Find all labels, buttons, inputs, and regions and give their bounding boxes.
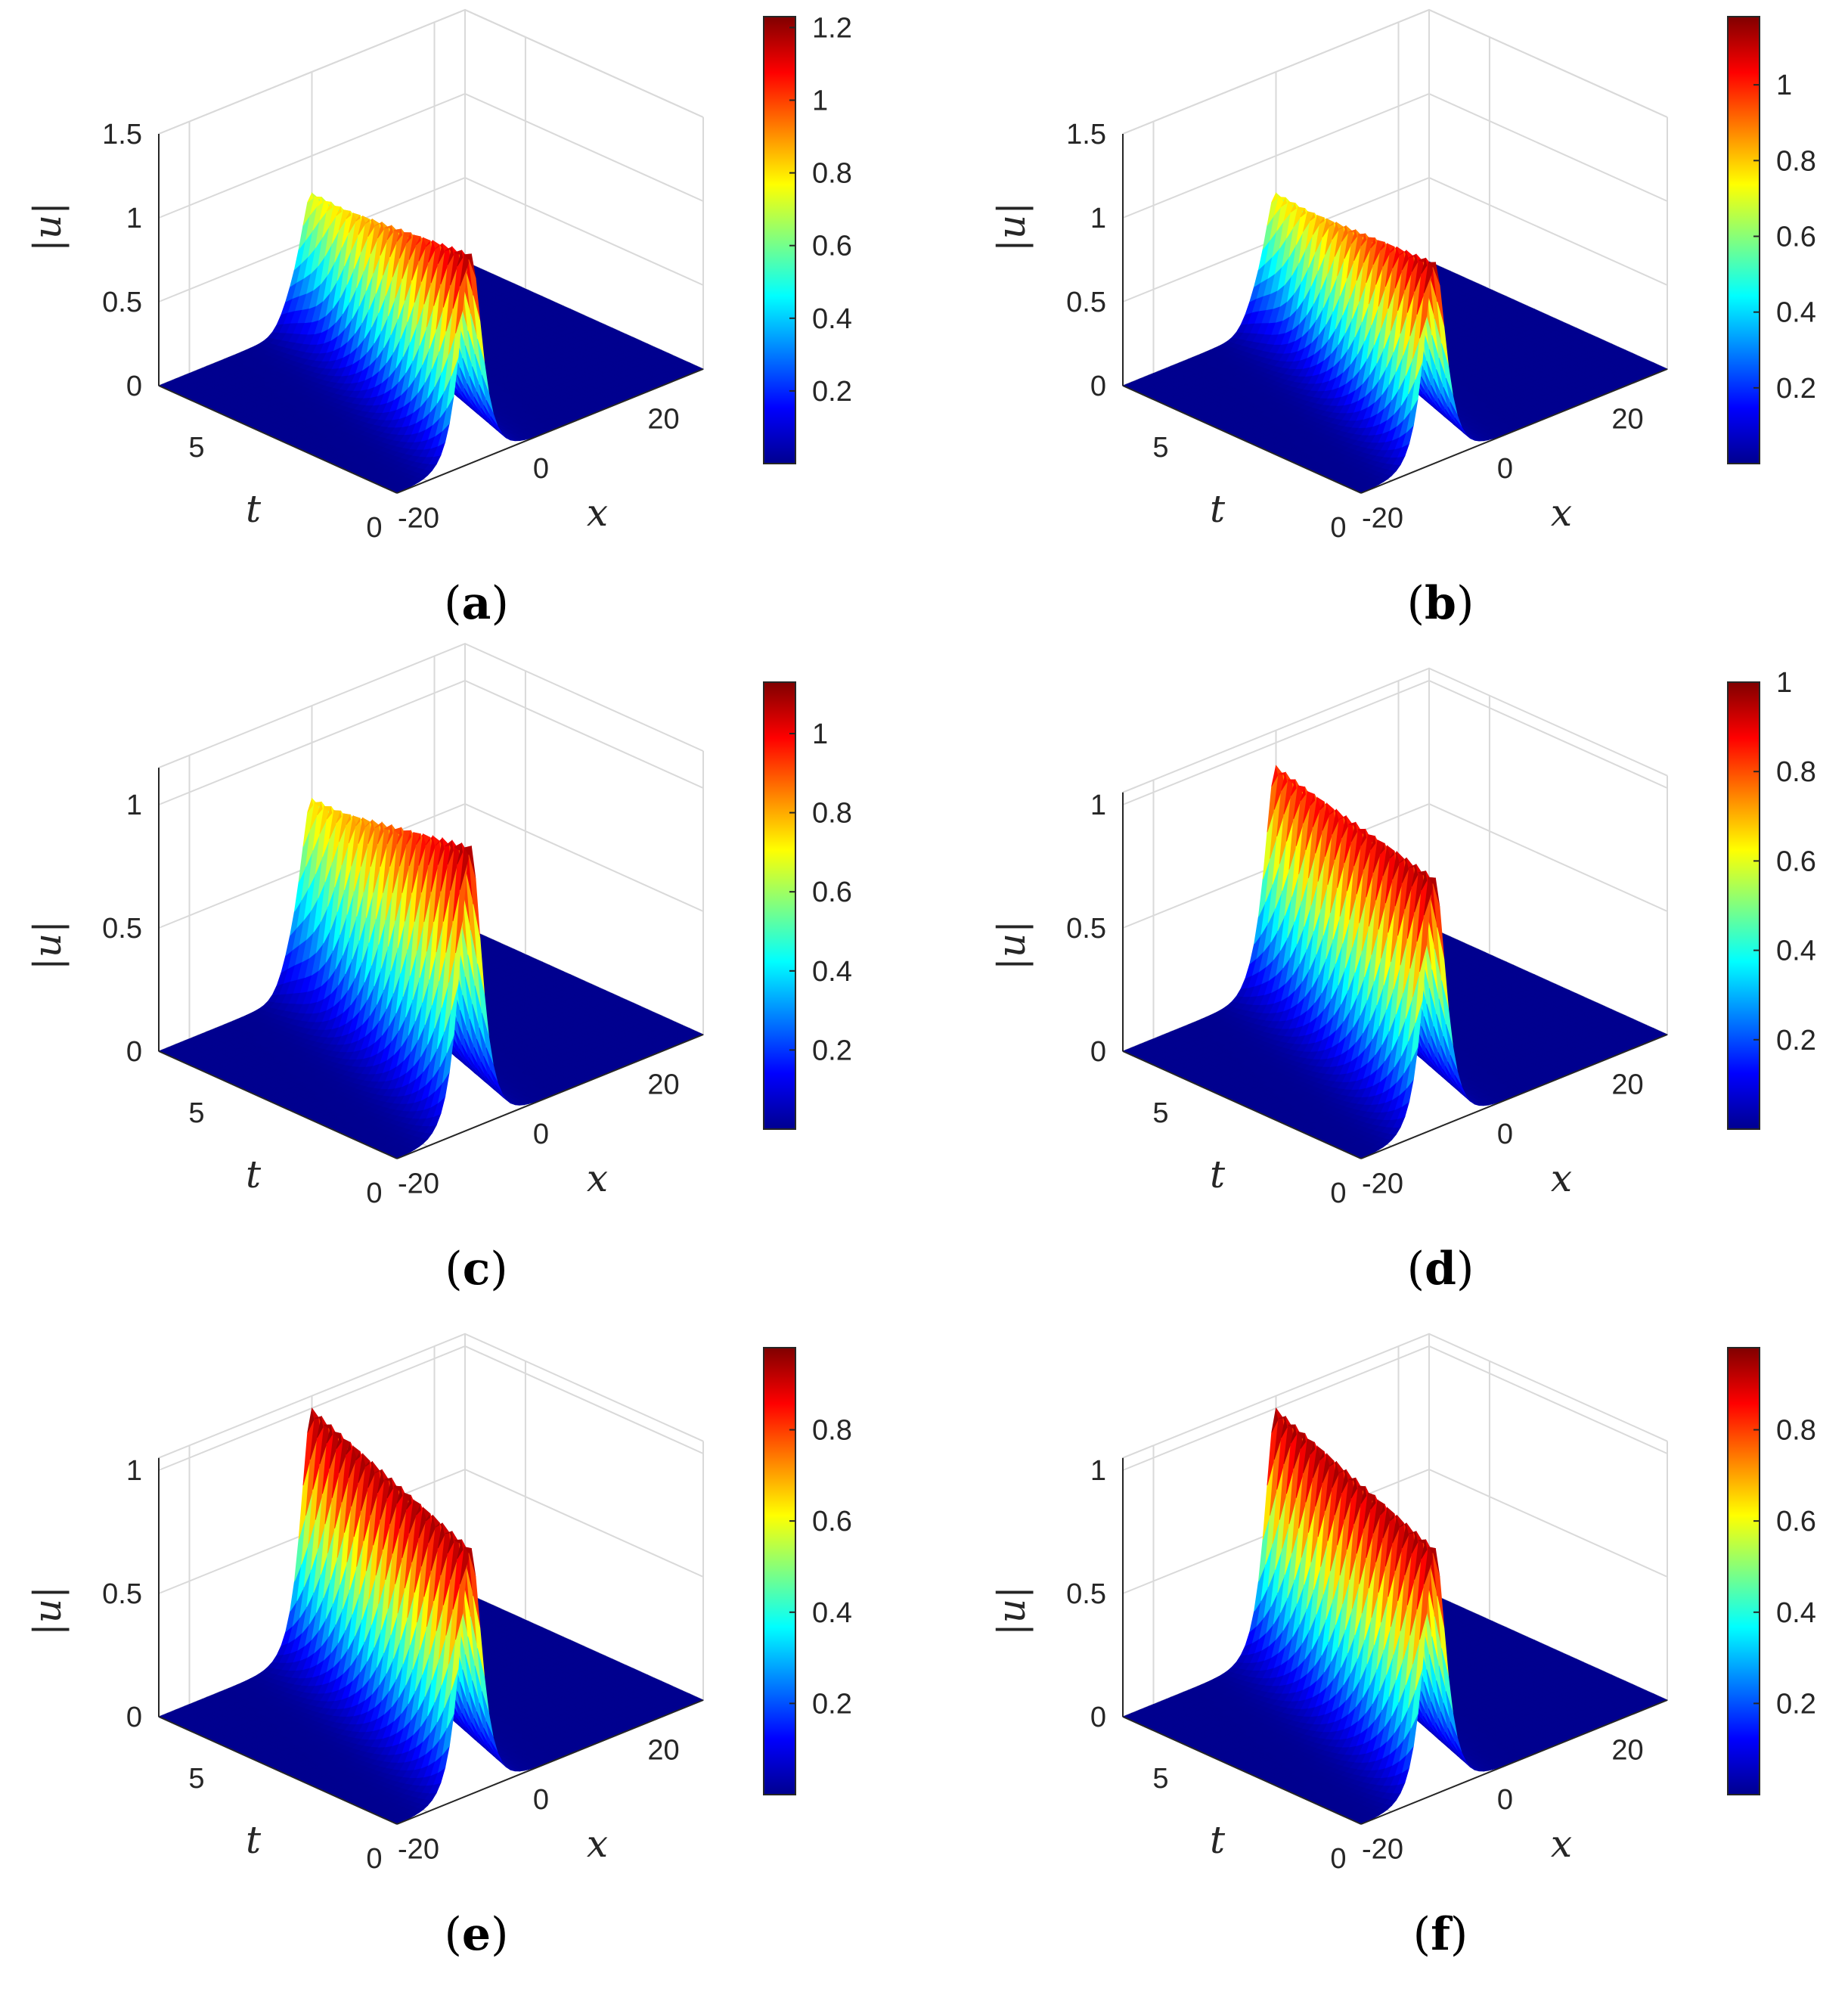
- t-axis-label: t: [246, 487, 262, 531]
- panel-caption: (b): [1407, 577, 1474, 630]
- z-axis-label: |u|: [990, 202, 1034, 252]
- z-gridline: [158, 679, 704, 805]
- surface: [157, 797, 705, 1159]
- colorbar-tick-label: 0.6: [812, 231, 852, 262]
- z-gridline: [1122, 8, 1668, 135]
- panel-b: -20 0 20 0 5 0 0.5 1 1.5 x t |u| 0.2 0.4 0.6 0.8 1 (b): [990, 8, 1816, 630]
- x-tick-label: 20: [647, 403, 679, 435]
- colorbar: 0.2 0.4 0.6 0.8 1 1.2: [763, 12, 852, 464]
- z-gridline: [1122, 92, 1668, 219]
- x-axis-label: x: [587, 491, 608, 535]
- t-tick-label: 5: [1152, 432, 1168, 464]
- z-tick-label: 1: [1090, 203, 1106, 234]
- surface: [157, 191, 705, 494]
- z-tick-label: 1.5: [102, 119, 142, 150]
- t-tick-label: 0: [1330, 512, 1346, 544]
- panel-caption-letter: a: [462, 577, 491, 630]
- z-axis-label: |u|: [26, 202, 70, 252]
- z-gridline: [158, 92, 704, 219]
- z-gridline: [158, 8, 704, 135]
- colorbar-tick-label: 0.4: [812, 303, 852, 335]
- z-tick-label: 0: [1090, 371, 1106, 402]
- x-tick-label: 20: [1611, 403, 1643, 435]
- x-tick-label: -20: [1362, 503, 1403, 535]
- z-tick-label: 1: [126, 203, 142, 234]
- colorbar-tick-label: 0.4: [1776, 297, 1816, 329]
- t-axis-label: t: [1210, 487, 1226, 531]
- top-edge: [158, 8, 704, 135]
- x-tick-label: 0: [533, 453, 549, 485]
- colorbar: 0.2 0.4 0.6 0.8 1: [1727, 16, 1816, 464]
- colorbar-tick-label: 1: [1776, 70, 1792, 101]
- colorbar-tick-label: 0.6: [1776, 221, 1816, 253]
- colorbar-tick-label: 0.2: [812, 376, 852, 408]
- t-tick-label: 0: [366, 512, 382, 544]
- colorbar-tick-label: 0.8: [812, 158, 852, 190]
- z-tick-label: 0.5: [1066, 287, 1106, 318]
- x-tick-label: -20: [398, 503, 439, 535]
- colorbar-tick-label: 0.2: [1776, 373, 1816, 405]
- t-tick-label: 5: [188, 432, 204, 464]
- x-axis-label: x: [1551, 491, 1572, 535]
- panel-a: -20 0 20 0 5 0 0.5 1 1.5 x t |u| 0.2 0.4 0.6 0.8 1 1.2 (a): [26, 8, 852, 630]
- panel-caption: (a): [444, 577, 509, 630]
- colorbar-tick-label: 1.2: [812, 12, 852, 44]
- colorbar-tick-label: 1: [812, 85, 828, 117]
- z-tick-label: 0: [126, 371, 142, 402]
- colorbar-gradient: [1727, 16, 1760, 464]
- colorbar-tick-label: 0.8: [1776, 145, 1816, 177]
- x-tick-label: 0: [1497, 453, 1513, 485]
- panel-caption-letter: b: [1425, 577, 1456, 630]
- top-edge: [158, 643, 704, 769]
- z-tick-label: 1.5: [1066, 119, 1106, 150]
- z-tick-label: 0.5: [102, 287, 142, 318]
- z-gridline: [158, 176, 704, 303]
- top-edge: [1122, 8, 1668, 135]
- surface: [1121, 191, 1669, 494]
- colorbar-gradient: [763, 16, 796, 464]
